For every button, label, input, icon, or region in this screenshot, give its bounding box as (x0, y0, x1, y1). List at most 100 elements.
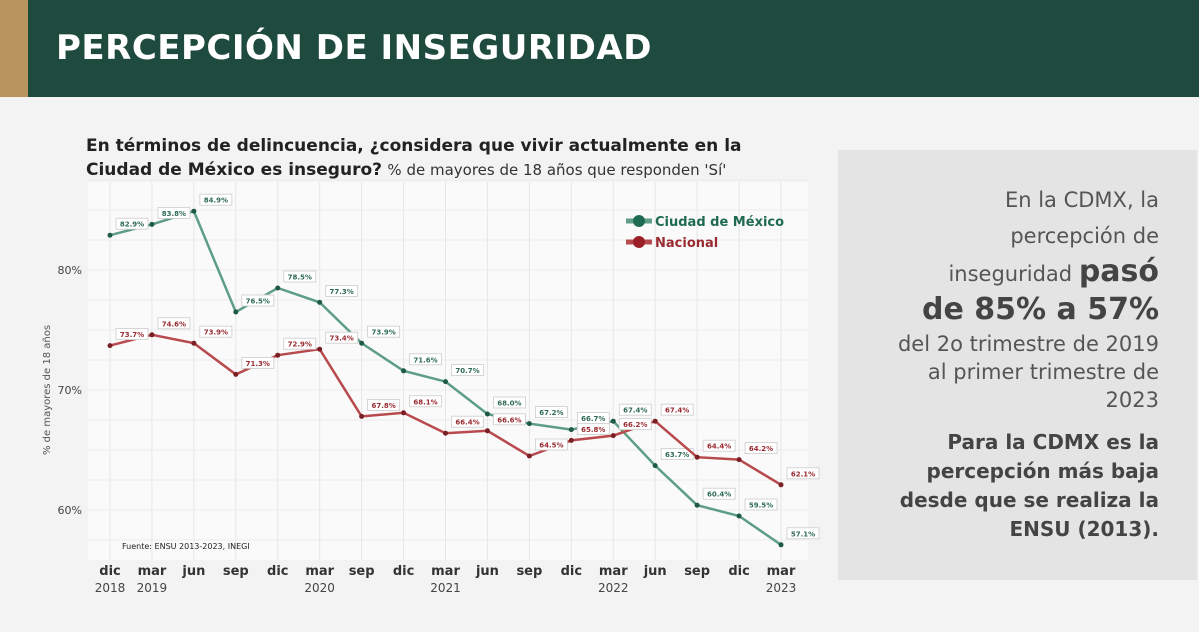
x-tick-label: mar (305, 564, 334, 579)
header-bar (0, 0, 1199, 97)
data-label: 77.3% (330, 288, 354, 296)
data-label: 74.6% (162, 320, 186, 328)
data-point (401, 368, 407, 374)
data-label-box (241, 356, 275, 369)
x-tick-label: jun (475, 564, 499, 579)
x-tick-label: dic (99, 564, 120, 579)
data-point (359, 340, 365, 346)
data-label: 66.2% (623, 421, 647, 429)
panel-line2: percepción de (1010, 224, 1159, 248)
data-label-box (241, 294, 275, 307)
data-point (526, 453, 532, 459)
data-label: 62.1% (791, 470, 815, 478)
x-year-label: 2021 (430, 581, 461, 595)
data-label-box (786, 467, 820, 480)
x-tick-label: mar (138, 564, 167, 579)
header-accent (0, 0, 28, 97)
data-label-box (744, 442, 778, 455)
legend-label: Nacional (655, 236, 718, 251)
data-label: 57.1% (791, 530, 815, 538)
data-point (610, 418, 616, 424)
data-label: 84.9% (204, 197, 228, 205)
question-text: En términos de delincuencia, ¿considera … (86, 136, 742, 180)
data-label: 66.6% (497, 416, 521, 424)
data-label-box (534, 438, 568, 451)
x-tick-label: sep (516, 564, 542, 579)
y-tick-label: 80% (58, 264, 82, 277)
data-label: 83.8% (162, 210, 186, 218)
data-label: 73.9% (204, 329, 228, 337)
data-label-box (534, 406, 568, 419)
data-point (568, 437, 574, 443)
data-label: 67.4% (623, 407, 647, 415)
data-label: 65.8% (581, 426, 605, 434)
data-point (526, 421, 532, 427)
panel-note: Para la CDMX es la (947, 430, 1159, 454)
question-subtitle: % de mayores de 18 años que responden 'S… (387, 161, 727, 179)
data-point (443, 430, 448, 436)
data-label-box (702, 487, 736, 500)
data-label: 60.4% (707, 491, 731, 499)
data-label: 72.9% (288, 341, 312, 349)
data-point (652, 463, 658, 469)
data-label: 68.0% (497, 400, 521, 408)
data-point (736, 457, 742, 463)
data-label: 64.5% (539, 442, 563, 450)
data-label: 71.3% (246, 360, 270, 368)
legend-label: Ciudad de México (655, 215, 784, 230)
panel-line3: inseguridad (948, 262, 1073, 286)
panel-note: ENSU (2013). (1009, 517, 1159, 541)
data-point (778, 482, 784, 488)
x-tick-label: sep (349, 564, 375, 579)
data-point (191, 340, 197, 346)
data-label-box (618, 403, 652, 416)
panel-note: desde que se realiza la (899, 488, 1159, 512)
panel-line1: En la CDMX, la (1004, 188, 1159, 212)
data-label: 59.5% (749, 502, 773, 510)
data-point (694, 502, 700, 508)
data-label-box (409, 353, 442, 366)
x-tick-label: sep (684, 564, 710, 579)
data-point (317, 299, 323, 305)
x-tick-label: jun (181, 564, 205, 579)
data-point (107, 232, 113, 238)
data-label: 70.7% (455, 367, 479, 375)
panel-line4: de 85% a 57% (921, 292, 1159, 327)
x-tick-label: dic (267, 564, 288, 579)
x-tick-label: sep (223, 564, 249, 579)
data-label-box (157, 206, 191, 219)
data-point (778, 542, 784, 548)
data-label-box (283, 270, 317, 283)
data-label-box (493, 396, 526, 409)
x-year-label: 2023 (766, 581, 797, 595)
panel-note: percepción más baja (926, 459, 1160, 483)
data-point (736, 513, 742, 519)
data-label: 66.7% (581, 415, 605, 423)
y-tick-label: 70% (58, 384, 82, 397)
data-label-box (451, 364, 484, 377)
data-label-box (325, 331, 359, 344)
data-label-box (199, 193, 233, 206)
x-tick-label: mar (767, 564, 796, 579)
data-label: 64.4% (707, 443, 731, 451)
data-label-box (157, 317, 191, 330)
data-label: 64.2% (749, 445, 773, 453)
data-label-box (576, 422, 610, 435)
y-tick-label: 60% (58, 504, 82, 517)
data-label: 78.5% (288, 274, 312, 282)
data-label: 73.4% (330, 335, 354, 343)
panel-line5: del 2o trimestre de 2019 (897, 332, 1159, 356)
data-label: 76.5% (246, 298, 270, 306)
summary-panel: En la CDMX, la percepción de inseguridad… (838, 150, 1197, 580)
legend-marker (633, 236, 645, 248)
panel-line6: al primer trimestre de (927, 360, 1159, 384)
x-tick-label: mar (599, 564, 628, 579)
data-point (359, 413, 365, 419)
x-year-label: 2020 (304, 581, 335, 595)
data-point (149, 332, 155, 338)
data-point (107, 343, 113, 349)
data-point (652, 418, 658, 424)
data-label: 67.4% (665, 407, 689, 415)
x-tick-label: mar (431, 564, 460, 579)
data-label-box (744, 498, 778, 511)
